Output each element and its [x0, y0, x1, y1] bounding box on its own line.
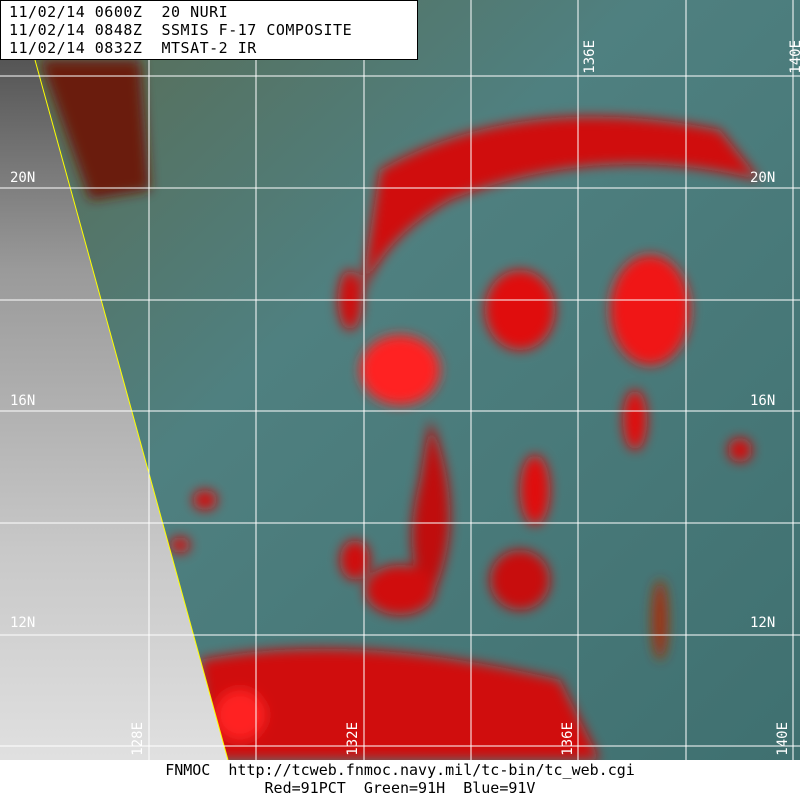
lon-label-132e-bottom: 132E [345, 722, 361, 756]
lon-label-140e-top: 140E [788, 40, 800, 74]
lat-label-16n-right: 16N [750, 393, 776, 409]
image-footer: FNMOC http://tcweb.fnmoc.navy.mil/tc-bin… [0, 761, 800, 797]
header-line-ir: 11/02/14 0832Z MTSAT-2 IR [9, 39, 257, 57]
lon-label-136e-top: 136E [582, 40, 598, 74]
lon-label-136e-bottom: 136E [560, 722, 576, 756]
footer-source-url: FNMOC http://tcweb.fnmoc.navy.mil/tc-bin… [165, 761, 635, 779]
image-info-header: 11/02/14 0600Z 20 NURI 11/02/14 0848Z SS… [0, 0, 418, 60]
lat-label-12n-right: 12N [750, 615, 776, 631]
convection-bands [40, 60, 760, 760]
swath-edge-line [34, 59, 229, 760]
lat-lon-grid [0, 0, 800, 760]
lat-label-16n-left: 16N [10, 393, 36, 409]
lat-label-12n-left: 12N [10, 615, 36, 631]
header-line-storm: 11/02/14 0600Z 20 NURI [9, 3, 229, 21]
lat-label-20n-left: 20N [10, 170, 36, 186]
lon-label-140e-bottom: 140E [775, 722, 791, 756]
header-line-sensor: 11/02/14 0848Z SSMIS F-17 COMPOSITE [9, 21, 353, 39]
ir-region [0, 60, 228, 760]
lon-label-128e-bottom: 128E [130, 722, 146, 756]
satellite-composite-image [0, 0, 800, 760]
lat-label-20n-right: 20N [750, 170, 776, 186]
footer-channel-legend: Red=91PCT Green=91H Blue=91V [264, 779, 536, 797]
